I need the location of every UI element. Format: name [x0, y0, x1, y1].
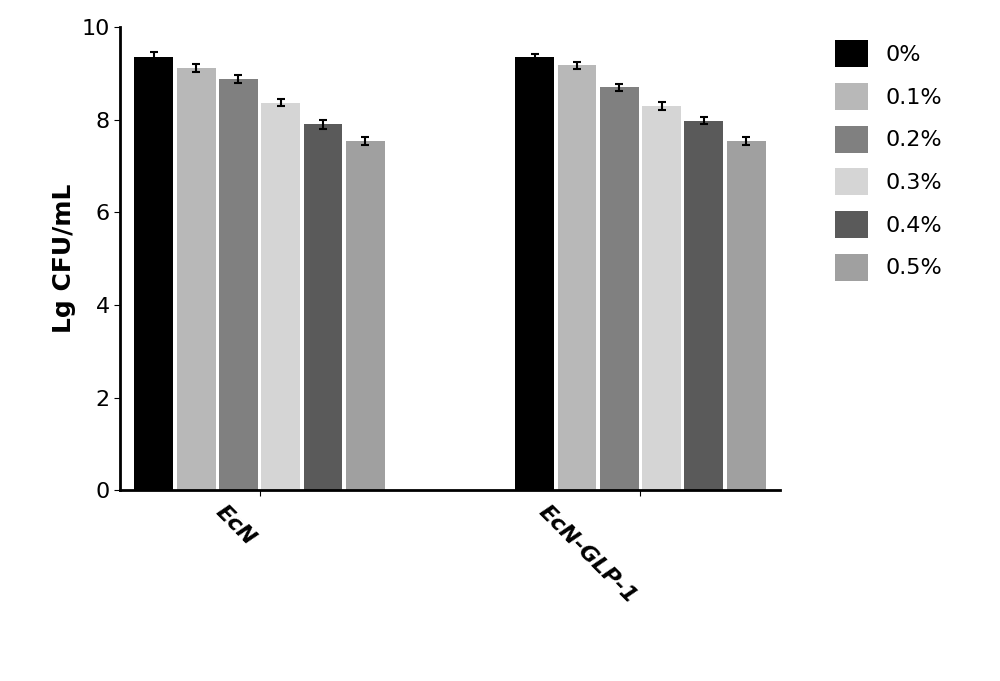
Bar — [515, 57, 554, 490]
Bar — [727, 141, 766, 490]
Bar — [304, 125, 342, 490]
Bar — [134, 57, 173, 490]
Y-axis label: Lg CFU/mL: Lg CFU/mL — [52, 184, 76, 334]
Bar — [684, 121, 723, 490]
Bar — [346, 141, 385, 490]
Bar — [600, 87, 639, 490]
Bar — [558, 65, 596, 490]
Bar — [642, 106, 681, 490]
Bar — [177, 68, 216, 490]
Bar — [261, 103, 300, 490]
Legend: 0%, 0.1%, 0.2%, 0.3%, 0.4%, 0.5%: 0%, 0.1%, 0.2%, 0.3%, 0.4%, 0.5% — [824, 29, 954, 291]
Bar — [219, 79, 258, 490]
